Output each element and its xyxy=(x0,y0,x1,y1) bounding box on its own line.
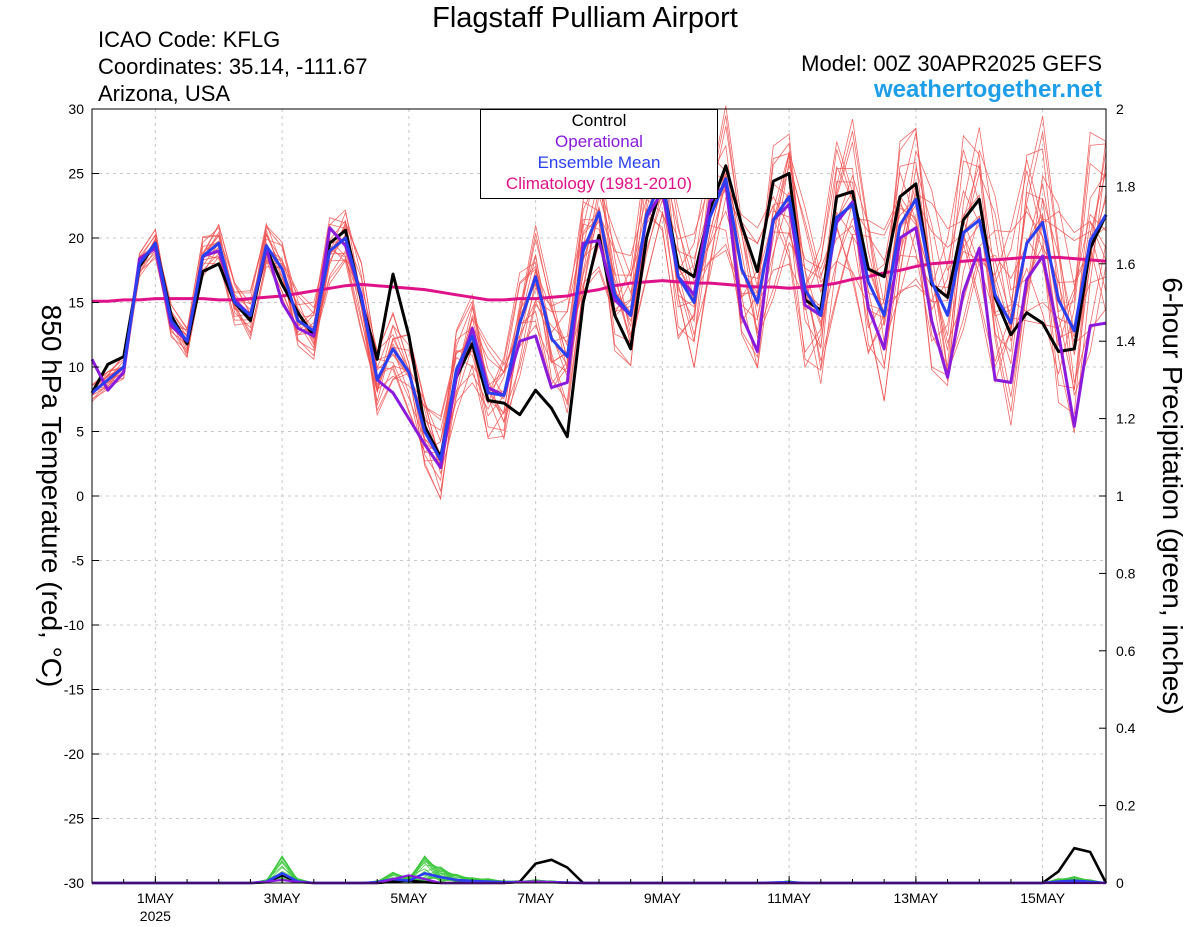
x-tick-label: 15MAY xyxy=(1020,890,1066,906)
x-tick-label: 7MAY xyxy=(517,890,555,906)
x-tick-sublabel: 2025 xyxy=(140,908,171,924)
y-axis-right: 2 1.8 1.6 1.4 1.2 1 0.8 0.6 0.4 0.2 0 xyxy=(1099,101,1136,891)
y-tick-label: -30 xyxy=(64,875,84,891)
y2-tick-label: 1.2 xyxy=(1116,411,1136,427)
ensemble-mean-line xyxy=(91,177,1108,462)
y2-tick-label: 1.4 xyxy=(1116,333,1136,349)
y2-tick-label: 0.6 xyxy=(1116,643,1136,659)
y2-axis-label: 6-hour Precipitation (green, inches) xyxy=(1157,277,1188,714)
y-tick-label: -5 xyxy=(72,553,85,569)
y-axis-left: 30 25 20 15 10 5 0 -5 -10 -15 -20 -25 -30 xyxy=(64,101,99,891)
y-axis-label: 850 hPa Temperature (red, °C) xyxy=(36,305,67,688)
x-tick-label: 9MAY xyxy=(644,890,682,906)
x-tick-label: 13MAY xyxy=(893,890,939,906)
x-tick-label: 11MAY xyxy=(767,890,811,906)
y-tick-label: 10 xyxy=(68,359,84,375)
y-tick-label: 5 xyxy=(76,424,84,440)
y-tick-label: -25 xyxy=(64,811,84,827)
y2-tick-label: 0.2 xyxy=(1116,798,1136,814)
coordinates: Coordinates: 35.14, -111.67 xyxy=(98,54,368,79)
climatology-line xyxy=(92,255,1107,303)
y-tick-label: 15 xyxy=(68,295,84,311)
precip-member-line xyxy=(92,855,1107,884)
precip-member-line xyxy=(92,855,1107,884)
icao-code: ICAO Code: KFLG xyxy=(98,27,281,52)
x-tick-label: 1MAY xyxy=(137,890,175,906)
y2-tick-label: 1.6 xyxy=(1116,256,1136,272)
legend-climatology: Climatology (1981-2010) xyxy=(505,174,693,193)
location: Arizona, USA xyxy=(98,81,231,106)
x-tick-label: 5MAY xyxy=(390,890,428,906)
chart-title: Flagstaff Pulliam Airport xyxy=(432,2,738,34)
site-link[interactable]: weathertogether.net xyxy=(873,76,1102,103)
precip-member-line xyxy=(92,855,1107,884)
y2-tick-label: 0.4 xyxy=(1116,720,1136,736)
legend-operational: Operational xyxy=(555,132,643,151)
grid-lines xyxy=(92,109,1106,883)
legend: Control Operational Ensemble Mean Climat… xyxy=(480,109,718,199)
y2-tick-label: 2 xyxy=(1116,101,1124,117)
precip-member-lines xyxy=(92,855,1107,884)
legend-control: Control xyxy=(571,111,627,130)
y-tick-label: 25 xyxy=(68,166,84,182)
x-axis: 1MAY 2025 3MAY 5MAY 7MAY 9MAY 11MAY 13MAY 15MAY xyxy=(91,876,1107,924)
y-tick-label: 30 xyxy=(68,101,84,117)
main-series-lines xyxy=(90,164,1108,885)
precip-member-line xyxy=(92,855,1107,884)
legend-mean: Ensemble Mean xyxy=(537,153,661,172)
model-run: Model: 00Z 30APR2025 GEFS xyxy=(801,51,1102,76)
y-tick-label: -15 xyxy=(64,682,84,698)
y-tick-label: -10 xyxy=(64,617,84,633)
y-tick-label: 0 xyxy=(76,488,84,504)
y2-tick-label: 1.8 xyxy=(1116,178,1136,194)
control-precip-line xyxy=(92,846,1108,885)
x-tick-label: 3MAY xyxy=(264,890,302,906)
y2-tick-label: 1 xyxy=(1116,488,1124,504)
y-tick-label: -20 xyxy=(64,746,84,762)
y-tick-label: 20 xyxy=(68,230,84,246)
y2-tick-label: 0 xyxy=(1116,875,1124,891)
y2-tick-label: 0.8 xyxy=(1116,565,1136,581)
